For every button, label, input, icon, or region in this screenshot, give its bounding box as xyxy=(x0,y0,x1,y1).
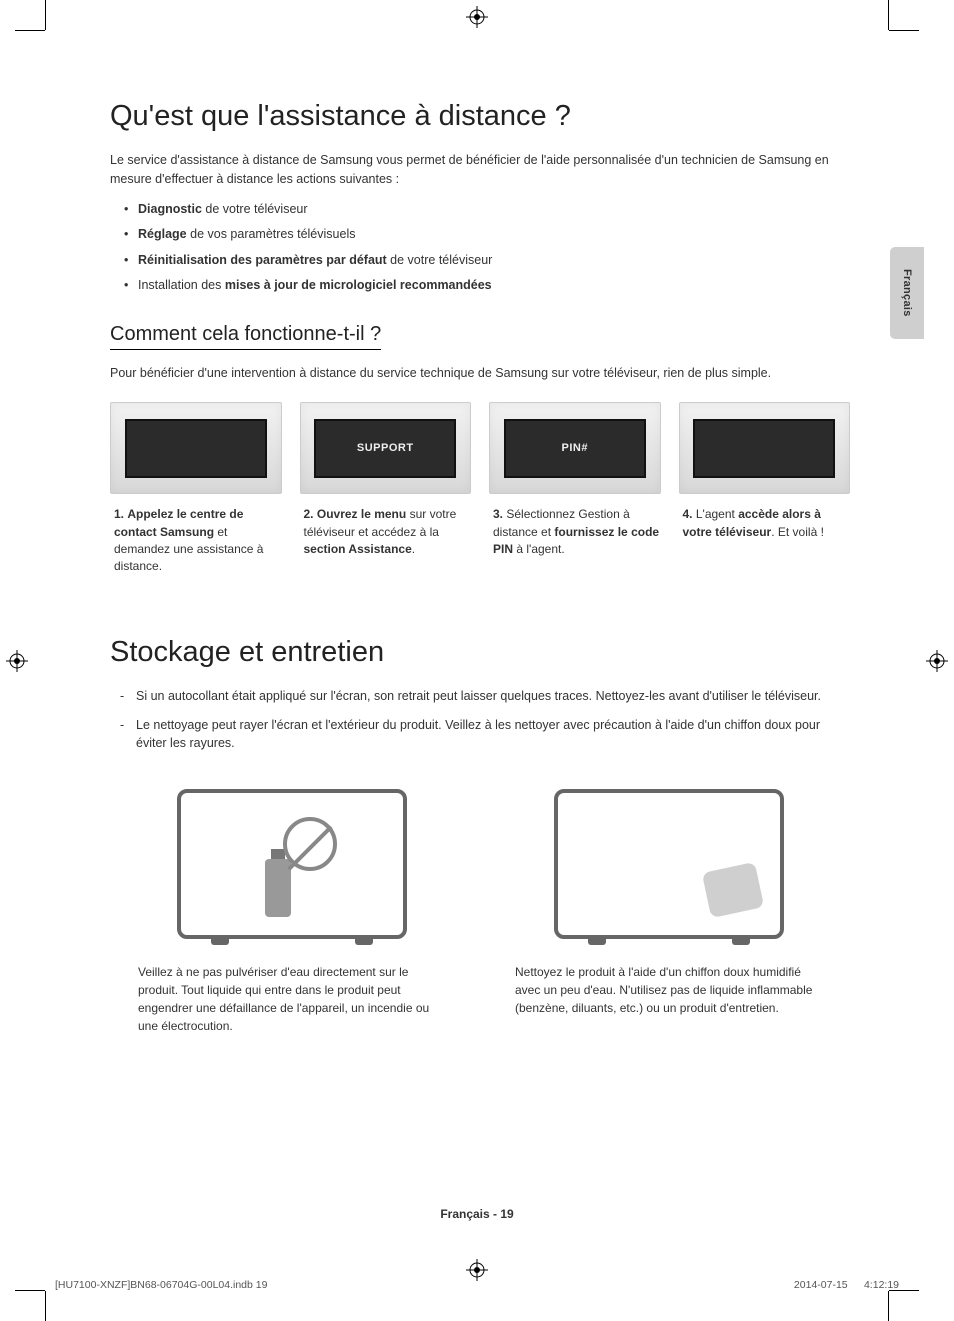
tv-label: PIN# xyxy=(562,442,588,454)
bullet-item: Réglage de vos paramètres télévisuels xyxy=(124,226,850,244)
tv-label: SUPPORT xyxy=(357,442,414,454)
heading-assistance: Qu'est que l'assistance à distance ? xyxy=(110,100,850,133)
crop-mark xyxy=(889,30,919,31)
page-content: Qu'est que l'assistance à distance ? Le … xyxy=(110,100,850,1035)
registration-mark-icon xyxy=(926,650,948,672)
step-rest: à l'agent. xyxy=(513,542,565,556)
step-3: PIN# 3. Sélectionnez Gestion à distance … xyxy=(489,402,661,576)
dash-item: Si un autocollant était appliqué sur l'é… xyxy=(120,687,850,706)
bullet-rest: de votre téléviseur xyxy=(387,253,493,267)
care-row: Veillez à ne pas pulvériser d'eau direct… xyxy=(138,779,822,1035)
step-bold2: section Assistance xyxy=(304,542,412,556)
tv-frame-icon xyxy=(177,789,407,939)
tv-stand-icon xyxy=(211,935,229,945)
language-tab: Français xyxy=(890,247,924,339)
bullet-rest: de votre téléviseur xyxy=(202,202,308,216)
crop-mark xyxy=(45,0,46,30)
step-1: 1. Appelez le centre de contact Samsung … xyxy=(110,402,282,576)
registration-mark-icon xyxy=(466,6,488,28)
dash-list: Si un autocollant était appliqué sur l'é… xyxy=(120,687,850,753)
step-number: 3. xyxy=(493,507,503,521)
crop-mark xyxy=(15,30,45,31)
sub-text: Pour bénéficier d'une intervention à dis… xyxy=(110,364,850,383)
bullet-bold: Diagnostic xyxy=(138,202,202,216)
tv-frame-icon xyxy=(554,789,784,939)
bullet-item: Diagnostic de votre téléviseur xyxy=(124,201,850,219)
tv-stand-icon xyxy=(588,935,606,945)
care-right-caption: Nettoyez le produit à l'aide d'un chiffo… xyxy=(515,963,822,1017)
cloth-icon xyxy=(701,862,763,918)
dash-item: Le nettoyage peut rayer l'écran et l'ext… xyxy=(120,716,850,754)
crop-mark xyxy=(888,1291,889,1321)
language-tab-label: Français xyxy=(901,269,913,317)
tv-stand-icon xyxy=(732,935,750,945)
bullet-bold: Réglage xyxy=(138,227,187,241)
crop-mark xyxy=(888,0,889,30)
footer-page-number: Français - 19 xyxy=(0,1207,954,1221)
step-pre: L'agent xyxy=(696,507,738,521)
care-right-illustration xyxy=(515,779,822,949)
step-number: 2. xyxy=(304,507,314,521)
heading-how: Comment cela fonctionne-t-il ? xyxy=(110,323,381,350)
crop-mark xyxy=(15,1290,45,1291)
bullet-bold: mises à jour de micrologiciel recommandé… xyxy=(225,278,492,292)
tv-icon: PIN# xyxy=(504,419,646,478)
step-1-illustration xyxy=(110,402,282,494)
bullet-item: Installation des mises à jour de microlo… xyxy=(124,277,850,295)
step-2-illustration: SUPPORT xyxy=(300,402,472,494)
steps-row: 1. Appelez le centre de contact Samsung … xyxy=(110,402,850,576)
step-bold: Ouvrez le menu xyxy=(317,507,406,521)
step-number: 1. xyxy=(114,507,124,521)
tv-icon xyxy=(125,419,267,478)
registration-mark-icon xyxy=(466,1259,488,1281)
bullet-item: Réinitialisation des paramètres par défa… xyxy=(124,252,850,270)
care-left: Veillez à ne pas pulvériser d'eau direct… xyxy=(138,779,445,1035)
step-rest2: . xyxy=(412,542,415,556)
intro-text: Le service d'assistance à distance de Sa… xyxy=(110,151,850,189)
step-1-caption: 1. Appelez le centre de contact Samsung … xyxy=(110,506,282,576)
crop-mark xyxy=(45,1291,46,1321)
bullet-bold: Réinitialisation des paramètres par défa… xyxy=(138,253,387,267)
step-2: SUPPORT 2. Ouvrez le menu sur votre télé… xyxy=(300,402,472,576)
bullet-rest: de vos paramètres télévisuels xyxy=(187,227,356,241)
care-left-illustration xyxy=(138,779,445,949)
step-number: 4. xyxy=(683,507,693,521)
tv-icon xyxy=(693,419,835,478)
step-rest: . Et voilà ! xyxy=(771,525,824,539)
step-3-illustration: PIN# xyxy=(489,402,661,494)
bullet-list: Diagnostic de votre téléviseur Réglage d… xyxy=(124,201,850,295)
tv-icon: SUPPORT xyxy=(314,419,456,478)
footer-filename: [HU7100-XNZF]BN68-06704G-00L04.indb 19 xyxy=(55,1279,267,1291)
care-right: Nettoyez le produit à l'aide d'un chiffo… xyxy=(515,779,822,1035)
step-4: 4. L'agent accède alors à votre télévise… xyxy=(679,402,851,576)
registration-mark-icon xyxy=(6,650,28,672)
bullet-pre: Installation des xyxy=(138,278,225,292)
no-spray-icon xyxy=(283,817,337,871)
care-left-caption: Veillez à ne pas pulvériser d'eau direct… xyxy=(138,963,445,1035)
step-2-caption: 2. Ouvrez le menu sur votre téléviseur e… xyxy=(300,506,472,558)
tv-stand-icon xyxy=(355,935,373,945)
step-4-caption: 4. L'agent accède alors à votre télévise… xyxy=(679,506,851,541)
step-3-caption: 3. Sélectionnez Gestion à distance et fo… xyxy=(489,506,661,558)
heading-storage: Stockage et entretien xyxy=(110,636,850,669)
footer-timestamp: 2014-07-15 4:12:19 xyxy=(794,1279,899,1291)
step-4-illustration xyxy=(679,402,851,494)
